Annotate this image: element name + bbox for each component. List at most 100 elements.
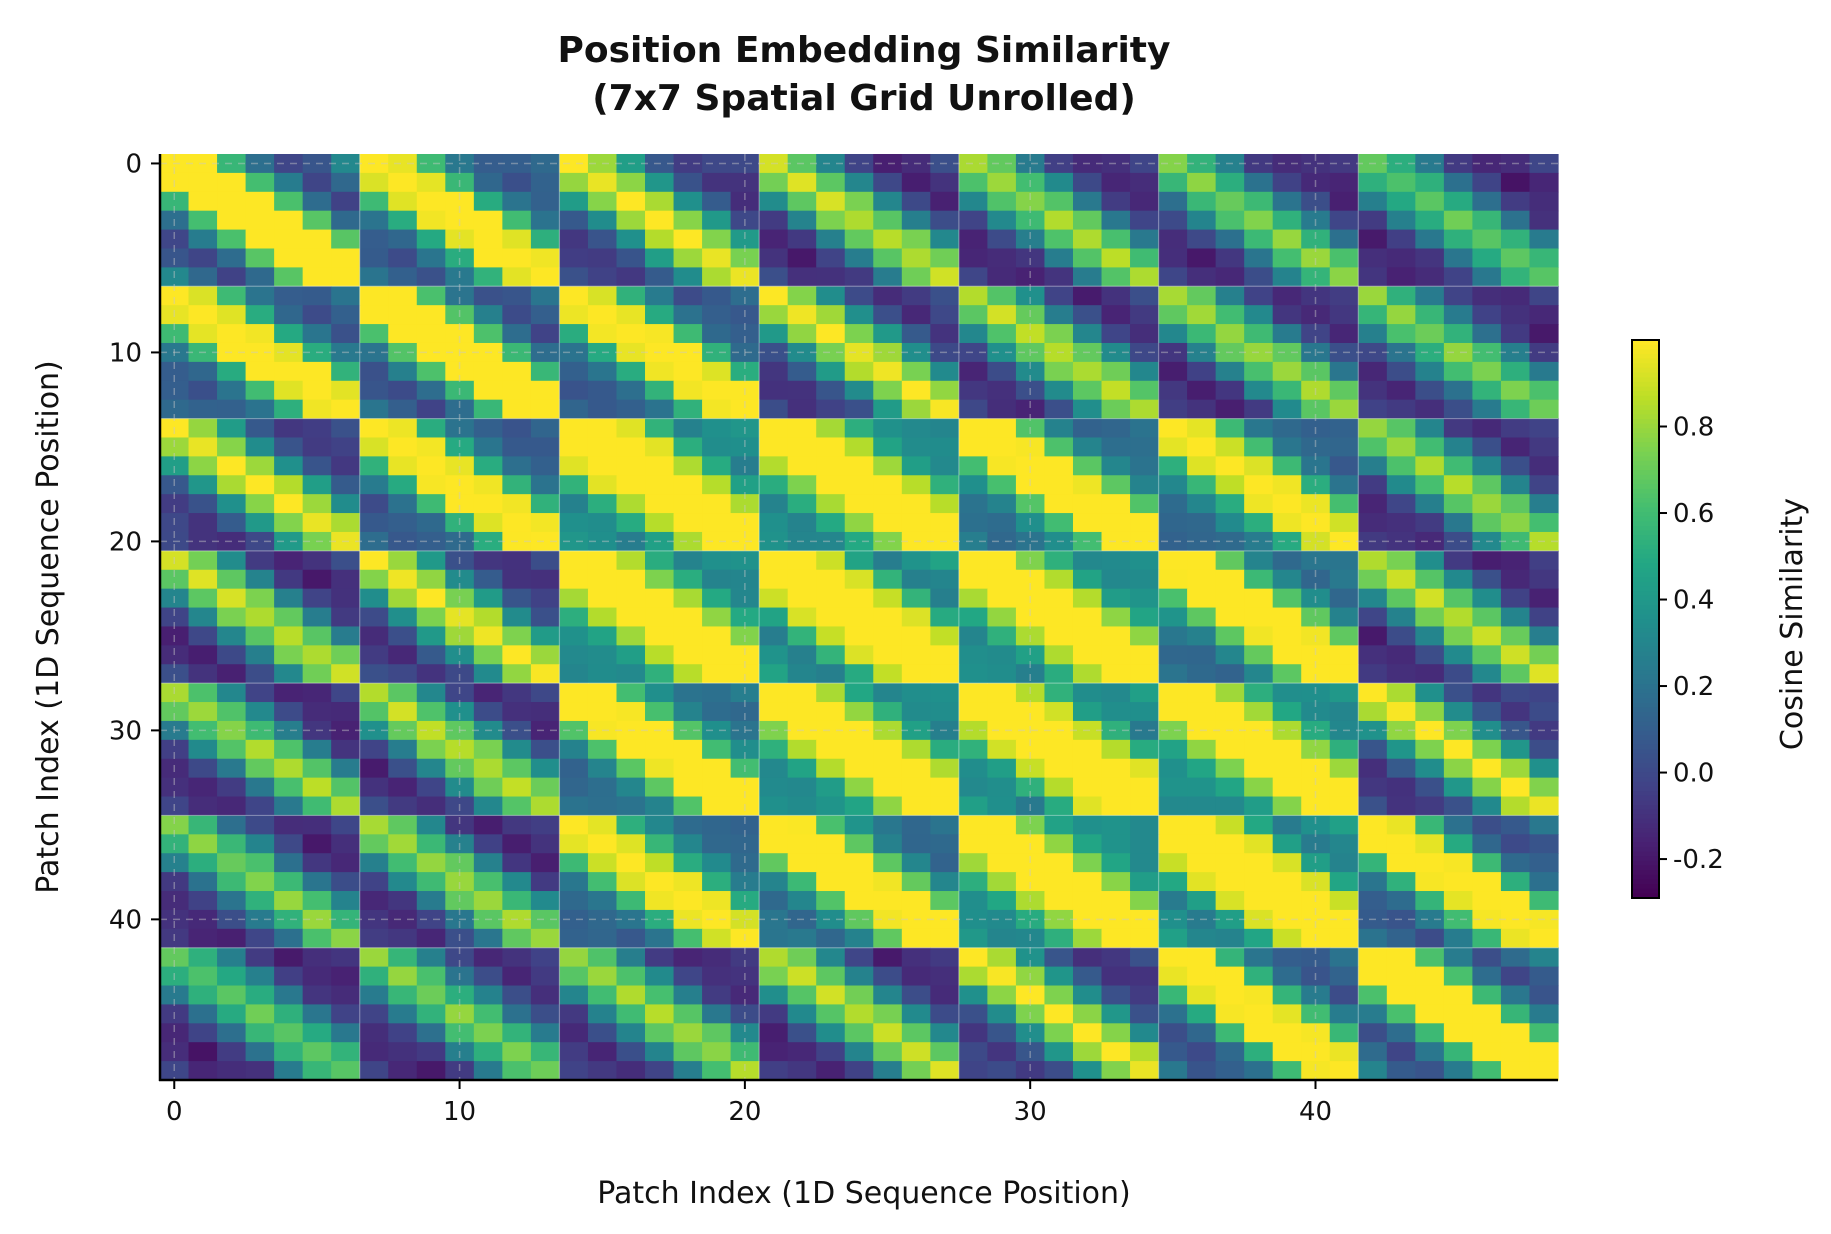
heatmap-cell — [844, 475, 874, 495]
heatmap-cell — [1015, 1023, 1046, 1043]
heatmap-cell — [844, 607, 874, 628]
heatmap-cell — [559, 758, 589, 779]
heatmap-cell — [1415, 1023, 1445, 1043]
colorbar-segment — [1632, 419, 1659, 425]
heatmap-cell — [1301, 664, 1331, 684]
heatmap-cell — [1358, 815, 1388, 835]
heatmap-cell — [1529, 248, 1559, 268]
heatmap-cell — [1329, 418, 1359, 439]
heatmap-cell — [416, 513, 446, 533]
heatmap-cell — [1101, 569, 1131, 590]
heatmap-cell — [844, 361, 874, 382]
heatmap-cell — [1358, 702, 1388, 722]
heatmap-cell — [759, 607, 789, 628]
colorbar-segment — [1632, 572, 1659, 578]
heatmap-cell — [1101, 966, 1131, 987]
heatmap-cell — [331, 191, 361, 212]
heatmap-cell — [844, 947, 874, 968]
heatmap-cell — [1015, 324, 1046, 344]
heatmap-cell — [759, 758, 789, 779]
heatmap-cell — [1130, 191, 1160, 212]
heatmap-cell — [302, 154, 332, 174]
heatmap-cell — [1358, 305, 1388, 325]
heatmap-cell — [787, 513, 817, 533]
heatmap-cell — [473, 909, 503, 930]
heatmap-cell — [445, 380, 475, 401]
heatmap-cell — [930, 494, 960, 514]
heatmap-cell — [473, 475, 503, 495]
heatmap-cell — [302, 475, 332, 495]
heatmap-cell — [1529, 437, 1559, 457]
heatmap-cell — [930, 664, 960, 684]
heatmap-cell — [1443, 248, 1474, 268]
heatmap-cell — [901, 777, 931, 798]
heatmap-cell — [587, 494, 618, 514]
heatmap-cell — [958, 1023, 988, 1043]
heatmap-cell — [730, 683, 760, 703]
colorbar-segment — [1632, 693, 1659, 699]
heatmap-cell — [217, 626, 247, 646]
heatmap-cell — [359, 154, 389, 174]
heatmap-cell — [587, 702, 618, 722]
heatmap-cell — [1301, 683, 1331, 703]
colorbar-segment — [1632, 809, 1659, 816]
heatmap-cell — [245, 1004, 275, 1024]
heatmap-cell — [331, 1023, 361, 1043]
heatmap-cell — [1415, 834, 1445, 854]
heatmap-cell — [1015, 154, 1046, 174]
heatmap-cell — [1158, 475, 1188, 495]
colorbar-segment — [1632, 856, 1659, 862]
heatmap-cell — [1044, 720, 1074, 741]
heatmap-cell — [702, 720, 732, 741]
heatmap-cell — [530, 834, 561, 854]
heatmap-cell — [645, 324, 675, 344]
heatmap-cell — [1215, 891, 1245, 911]
heatmap-cell — [1301, 739, 1331, 760]
heatmap-cell — [1415, 966, 1445, 987]
heatmap-cell — [1272, 1004, 1302, 1024]
heatmap-cell — [901, 1042, 931, 1062]
heatmap-cell — [759, 550, 789, 571]
heatmap-cell — [1015, 758, 1046, 779]
heatmap-cell — [473, 853, 503, 873]
heatmap-cell — [730, 947, 760, 968]
heatmap-cell — [1101, 928, 1131, 949]
heatmap-cell — [787, 607, 817, 628]
heatmap-cell — [816, 399, 846, 420]
heatmap-cell — [1500, 702, 1531, 722]
heatmap-cell — [1072, 985, 1103, 1006]
heatmap-cell — [1472, 210, 1502, 231]
heatmap-cell — [416, 645, 446, 665]
heatmap-cell — [1443, 872, 1474, 892]
heatmap-cell — [958, 229, 988, 250]
heatmap-cell — [302, 494, 332, 514]
heatmap-cell — [844, 645, 874, 665]
heatmap-cell — [188, 966, 218, 987]
heatmap-cell — [1329, 834, 1359, 854]
heatmap-cell — [1415, 683, 1445, 703]
heatmap-cell — [388, 456, 418, 476]
heatmap-cell — [787, 796, 817, 817]
heatmap-cell — [1443, 531, 1474, 552]
heatmap-cell — [502, 513, 532, 533]
heatmap-cell — [1015, 739, 1046, 760]
heatmap-cell — [901, 531, 931, 552]
heatmap-cell — [274, 418, 304, 439]
heatmap-cell — [1158, 815, 1188, 835]
heatmap-cell — [616, 380, 646, 401]
heatmap-cell — [302, 172, 332, 193]
heatmap-cell — [559, 720, 589, 741]
heatmap-cell — [188, 1004, 218, 1024]
heatmap-cell — [1329, 494, 1359, 514]
heatmap-cell — [958, 1004, 988, 1024]
heatmap-cell — [958, 815, 988, 835]
heatmap-cell — [302, 588, 332, 609]
heatmap-cell — [559, 928, 589, 949]
heatmap-cell — [302, 324, 332, 344]
heatmap-cell — [245, 380, 275, 401]
heatmap-cell — [188, 853, 218, 873]
heatmap-cell — [1158, 305, 1188, 325]
heatmap-cell — [502, 739, 532, 760]
heatmap-cell — [359, 361, 389, 382]
heatmap-cell — [645, 834, 675, 854]
